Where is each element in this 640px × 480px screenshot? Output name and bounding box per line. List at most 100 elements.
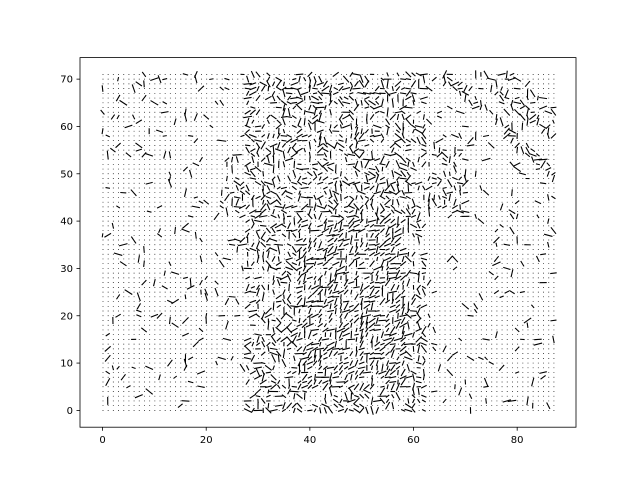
quiver-arrow-157 [322, 380, 329, 384]
quiver-arrow-696 [343, 289, 349, 295]
quiver-arrow-600 [295, 304, 304, 308]
quiver-arrow-13 [328, 407, 334, 414]
quiver-arrow-559 [373, 314, 382, 318]
quiver-arrow-1105 [251, 218, 255, 224]
quiver-arrow-11 [319, 407, 322, 414]
quiver-arrow-2036 [182, 73, 189, 76]
quiver-arrow-800 [324, 270, 327, 276]
quiver-arrow-1487 [453, 161, 457, 167]
quiver-arrow-1540 [371, 150, 374, 159]
quiver-arrow-925 [396, 251, 399, 258]
quiver-arrow-521 [328, 318, 333, 323]
zero-vector-dots [102, 74, 555, 411]
quiver-arrow-1078 [270, 223, 278, 229]
quiver-arrow-1814 [282, 104, 286, 111]
quiver-arrow-968 [307, 240, 312, 249]
quiver-arrow-1092 [353, 223, 360, 228]
quiver-arrow-1728 [173, 118, 177, 126]
quiver-arrow-772 [286, 273, 292, 282]
quiver-arrow-191 [389, 376, 397, 379]
quiver-arrow-802 [336, 271, 346, 275]
quiver-arrow-331 [359, 351, 364, 357]
quiver-arrow-1991 [358, 79, 365, 88]
quiver-arrow-626 [224, 298, 230, 306]
quiver-arrow-1838 [162, 101, 168, 105]
quiver-arrow-1624 [357, 139, 366, 142]
quiver-arrow-1611 [250, 138, 255, 143]
quiver-arrow-466 [322, 327, 329, 333]
quiver-arrow-698 [359, 289, 364, 295]
quiver-arrow-2046 [352, 73, 361, 76]
quiver-arrow-1467 [282, 161, 286, 168]
quiver-arrow-578 [334, 307, 337, 315]
quiver-arrow-439 [312, 333, 318, 337]
quiver-arrow-1523 [163, 151, 167, 159]
quiver-arrow-58 [347, 398, 356, 403]
quiver-arrow-1191 [191, 205, 200, 209]
quiver-arrow-1591 [308, 141, 311, 150]
quiver-arrow-123 [307, 384, 313, 390]
quiver-arrow-1109 [297, 218, 302, 224]
quiver-arrow-642 [342, 300, 350, 303]
quiver-arrow-240 [307, 365, 313, 370]
quiver-arrow-145 [105, 378, 111, 386]
quiver-arrow-849 [265, 260, 272, 268]
quiver-arrow-1379 [437, 180, 442, 187]
quiver-arrow-1990 [354, 80, 359, 87]
quiver-arrow-1364 [328, 181, 334, 185]
quiver-arrow-383 [326, 341, 335, 347]
y-tick-label-4: 40 [60, 217, 73, 228]
quiver-arrow-1408 [452, 176, 458, 181]
quiver-arrow-327 [333, 351, 339, 357]
quiver-arrow-928 [411, 251, 416, 257]
quiver-arrow-1308 [373, 191, 381, 195]
quiver-arrow-1285 [433, 194, 436, 201]
quiver-arrow-1712 [350, 123, 353, 130]
quiver-arrow-806 [370, 271, 374, 275]
quiver-arrow-1933 [529, 89, 536, 98]
quiver-arrow-163 [389, 381, 397, 383]
quiver-arrow-1011 [394, 236, 402, 244]
quiver-arrow-370 [192, 340, 199, 348]
quiver-arrow-704 [416, 289, 421, 296]
quiver-arrow-1734 [297, 117, 302, 126]
quiver-arrow-787 [386, 275, 389, 281]
quiver-arrow-1046 [255, 229, 261, 232]
quiver-arrow-42 [385, 401, 391, 410]
quiver-arrow-1484 [421, 161, 427, 168]
quiver-arrow-653 [136, 292, 141, 302]
quiver-arrow-1126 [415, 219, 422, 223]
quiver-arrow-1518 [538, 158, 548, 161]
quiver-arrow-1054 [310, 229, 320, 232]
quiver-arrow-1034 [370, 232, 374, 238]
quiver-arrow-430 [105, 332, 111, 337]
quiver-arrow-1528 [265, 152, 272, 157]
quiver-arrow-1811 [550, 108, 557, 116]
quiver-arrow-605 [322, 304, 329, 309]
quiver-arrow-733 [381, 285, 384, 290]
quiver-arrow-1786 [249, 109, 256, 116]
quiver-arrow-1317 [459, 189, 462, 196]
quiver-arrow-791 [417, 273, 420, 283]
quiver-arrow-1706 [307, 122, 312, 131]
quiver-arrow-1103 [499, 223, 504, 228]
quiver-arrow-1369 [352, 181, 361, 185]
quiver-arrow-489 [296, 323, 303, 327]
quiver-arrow-769 [272, 275, 275, 281]
quiver-arrow-293 [277, 354, 280, 363]
quiver-arrow-1844 [286, 101, 292, 105]
quiver-arrow-1499 [266, 155, 270, 164]
quiver-arrow-1731 [266, 119, 270, 124]
quiver-arrow-347 [296, 346, 303, 352]
quiver-arrow-1098 [396, 223, 400, 229]
quiver-arrow-1391 [297, 175, 302, 182]
quiver-arrow-1956 [349, 85, 353, 92]
quiver-arrow-381 [310, 342, 320, 346]
quiver-arrow-455 [421, 332, 427, 338]
quiver-arrow-822 [267, 265, 270, 272]
quiver-arrow-1042 [158, 228, 162, 233]
quiver-arrow-882 [295, 256, 304, 262]
quiver-arrow-297 [313, 354, 317, 362]
quiver-arrow-1678 [282, 129, 286, 134]
quiver-arrow-122 [301, 384, 309, 389]
